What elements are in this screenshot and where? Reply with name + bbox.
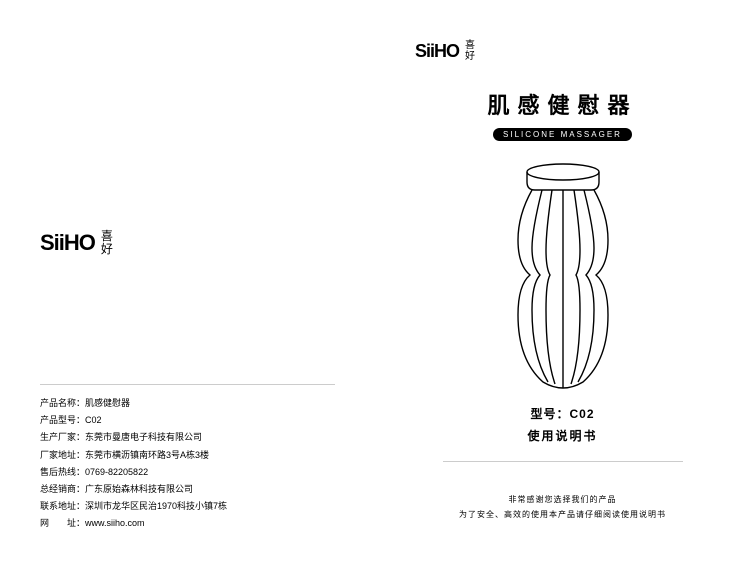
- info-row: 联系地址： 深圳市龙华区民治1970科技小镇7栋: [40, 498, 335, 515]
- info-label: 厂家地址：: [40, 447, 85, 464]
- info-row: 厂家地址： 东莞市横沥镇南环路3号A栋3楼: [40, 447, 335, 464]
- product-info-block: 产品名称： 肌感健慰器 产品型号： C02 生产厂家： 东莞市曼唐电子科技有限公…: [40, 384, 335, 532]
- model-divider: [443, 461, 683, 462]
- product-title-cn: 肌感健慰器: [487, 88, 637, 120]
- info-row: 生产厂家： 东莞市曼唐电子科技有限公司: [40, 429, 335, 446]
- title-block: 肌感健慰器 SILICONE MASSAGER: [487, 88, 637, 142]
- info-label: 网 址：: [40, 515, 85, 532]
- brand-cn-2: 好: [465, 51, 475, 62]
- front-cover-panel: SiiHO 喜 好 肌感健慰器 SILICONE MASSAGER 型号：C02…: [375, 0, 750, 562]
- info-value: 东莞市曼唐电子科技有限公司: [85, 429, 202, 446]
- info-label: 售后热线：: [40, 464, 85, 481]
- info-label: 产品名称：: [40, 395, 85, 412]
- model-block: 型号：C02 使用说明书: [527, 404, 597, 447]
- product-title-en: SILICONE MASSAGER: [493, 128, 632, 141]
- info-value: 0769-82205822: [85, 464, 148, 481]
- model-number: 型号：C02: [527, 404, 597, 426]
- back-cover-panel: SiiHO 喜 好 产品名称： 肌感健慰器 产品型号： C02 生产厂家： 东莞…: [0, 0, 375, 562]
- info-row: 产品名称： 肌感健慰器: [40, 395, 335, 412]
- brand-cn-2: 好: [101, 243, 113, 256]
- info-label: 产品型号：: [40, 412, 85, 429]
- info-row: 总经销商： 广东原始森林科技有限公司: [40, 481, 335, 498]
- brand-cn: 喜 好: [101, 230, 113, 256]
- brand-logo-text: SiiHO: [415, 41, 459, 62]
- info-label: 总经销商：: [40, 481, 85, 498]
- info-value: C02: [85, 412, 102, 429]
- brand-logo-right: SiiHO 喜 好: [415, 40, 475, 62]
- product-diagram: [498, 160, 628, 390]
- thanks-line-2: 为了安全、高效的使用本产品请仔细阅读使用说明书: [459, 507, 666, 522]
- info-divider: [40, 384, 335, 385]
- left-brand-block: SiiHO 喜 好: [40, 230, 335, 256]
- brand-logo-text: SiiHO: [40, 230, 95, 256]
- info-value: www.siiho.com: [85, 515, 145, 532]
- manual-label: 使用说明书: [527, 426, 597, 448]
- info-value: 深圳市龙华区民治1970科技小镇7栋: [85, 498, 227, 515]
- brand-cn-1: 喜: [465, 40, 475, 51]
- thanks-line-1: 非常感谢您选择我们的产品: [459, 492, 666, 507]
- info-value: 东莞市横沥镇南环路3号A栋3楼: [85, 447, 209, 464]
- info-value: 广东原始森林科技有限公司: [85, 481, 193, 498]
- info-label: 联系地址：: [40, 498, 85, 515]
- info-row: 产品型号： C02: [40, 412, 335, 429]
- info-row: 网 址： www.siiho.com: [40, 515, 335, 532]
- info-value: 肌感健慰器: [85, 395, 130, 412]
- brand-cn: 喜 好: [465, 40, 475, 62]
- brand-logo-left: SiiHO 喜 好: [40, 230, 335, 256]
- thanks-block: 非常感谢您选择我们的产品 为了安全、高效的使用本产品请仔细阅读使用说明书: [459, 492, 666, 522]
- info-row: 售后热线： 0769-82205822: [40, 464, 335, 481]
- info-label: 生产厂家：: [40, 429, 85, 446]
